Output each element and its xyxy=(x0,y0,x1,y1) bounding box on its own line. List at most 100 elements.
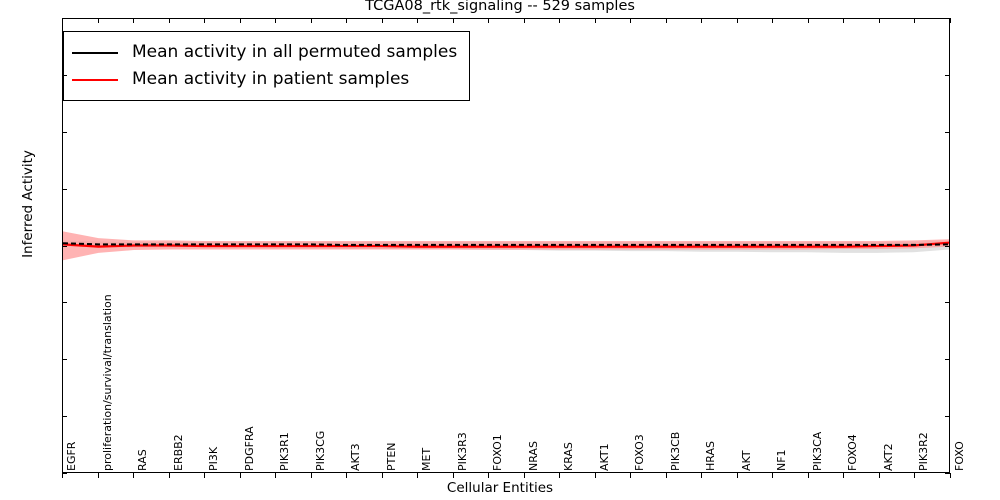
x-tick-label: PIK3R2 xyxy=(917,432,931,471)
x-tick-mark xyxy=(97,473,99,478)
y-tick-mark xyxy=(945,245,950,247)
y-tick-mark xyxy=(62,359,67,361)
legend-label-patient: Mean activity in patient samples xyxy=(132,69,410,89)
x-tick-label: PI3K xyxy=(207,446,221,471)
chart-title: TCGA08_rtk_signaling -- 529 samples xyxy=(365,0,635,14)
y-tick-mark xyxy=(945,359,950,361)
x-tick-label: PDGFRA xyxy=(242,426,256,471)
x-tick-mark xyxy=(488,18,490,23)
x-tick-mark xyxy=(452,18,454,23)
x-tick-mark xyxy=(417,473,419,478)
x-tick-mark xyxy=(310,473,312,478)
x-tick-label: RAS xyxy=(136,449,150,471)
x-tick-mark xyxy=(665,18,667,23)
y-tick-mark xyxy=(62,18,67,19)
y-tick-mark xyxy=(945,473,950,474)
legend-line-swatch-patient xyxy=(72,78,118,81)
x-tick-label: PTEN xyxy=(384,442,398,471)
y-tick-mark xyxy=(62,245,67,247)
x-tick-mark xyxy=(950,18,951,23)
x-tick-mark xyxy=(452,473,454,478)
patient-line-shape xyxy=(63,243,949,247)
x-tick-mark xyxy=(736,473,738,478)
permuted-mean-line xyxy=(63,243,949,245)
x-tick-label: FOXO4 xyxy=(846,434,860,471)
legend-item-patient: Mean activity in patient samples xyxy=(72,66,457,93)
x-tick-mark xyxy=(62,18,63,23)
y-tick-mark xyxy=(945,131,950,133)
x-tick-mark xyxy=(133,18,135,23)
x-tick-mark xyxy=(914,18,916,23)
x-tick-label: MET xyxy=(420,447,434,471)
x-tick-mark xyxy=(736,18,738,23)
x-tick-mark xyxy=(275,473,277,478)
x-tick-label: PIK3CA xyxy=(810,431,824,471)
x-tick-mark xyxy=(346,473,348,478)
y-tick-mark xyxy=(945,302,950,304)
x-tick-mark xyxy=(239,473,241,478)
x-tick-label: PIK3CG xyxy=(313,430,327,471)
x-tick-mark xyxy=(594,473,596,478)
y-tick-mark xyxy=(62,416,67,418)
x-tick-mark xyxy=(417,18,419,23)
x-tick-mark xyxy=(488,473,490,478)
x-tick-mark xyxy=(772,473,774,478)
x-tick-mark xyxy=(701,473,703,478)
x-tick-mark xyxy=(772,18,774,23)
x-tick-mark xyxy=(843,18,845,23)
x-tick-label: NRAS xyxy=(526,441,540,471)
x-tick-mark xyxy=(914,473,916,478)
x-tick-label: ERBB2 xyxy=(171,434,185,471)
x-tick-mark xyxy=(275,18,277,23)
legend-label-permuted: Mean activity in all permuted samples xyxy=(132,42,458,62)
y-tick-mark xyxy=(62,302,67,304)
x-tick-label: FOXO3 xyxy=(633,434,647,471)
x-tick-mark xyxy=(807,473,809,478)
y-tick-mark xyxy=(62,473,67,474)
x-tick-label: KRAS xyxy=(562,442,576,471)
x-tick-label: PIK3R3 xyxy=(455,432,469,471)
x-tick-mark xyxy=(168,473,170,478)
y-tick-mark xyxy=(62,131,67,133)
x-tick-mark xyxy=(950,473,951,478)
x-tick-label: EGFR xyxy=(65,441,78,471)
x-tick-label: FOXO xyxy=(953,441,966,471)
y-axis-label: Inferred Activity xyxy=(20,150,36,258)
x-tick-mark xyxy=(346,18,348,23)
y-tick-mark xyxy=(945,18,950,19)
x-tick-label: AKT xyxy=(739,450,753,471)
x-tick-mark xyxy=(133,473,135,478)
patient-mean-line xyxy=(63,243,949,247)
x-tick-mark xyxy=(701,18,703,23)
x-tick-mark xyxy=(665,473,667,478)
x-tick-mark xyxy=(878,18,880,23)
x-tick-mark xyxy=(843,473,845,478)
y-tick-mark xyxy=(62,74,67,76)
x-tick-mark xyxy=(559,473,561,478)
x-tick-mark xyxy=(381,473,383,478)
x-tick-mark xyxy=(630,473,632,478)
x-tick-label: AKT3 xyxy=(349,443,363,471)
y-tick-mark xyxy=(945,416,950,418)
x-tick-label: FOXO1 xyxy=(491,434,505,471)
x-tick-label: PIK3CB xyxy=(668,431,682,471)
x-tick-mark xyxy=(878,473,880,478)
x-tick-label: AKT1 xyxy=(597,443,611,471)
x-tick-mark xyxy=(630,18,632,23)
y-tick-mark xyxy=(62,188,67,190)
x-tick-mark xyxy=(97,18,99,23)
x-tick-mark xyxy=(523,18,525,23)
x-tick-mark xyxy=(62,473,63,478)
plot-svg xyxy=(63,231,949,261)
x-tick-mark xyxy=(204,473,206,478)
permuted-line-shape xyxy=(63,243,949,245)
x-tick-mark xyxy=(559,18,561,23)
x-axis-label: Cellular Entities xyxy=(446,480,554,496)
x-tick-label: NF1 xyxy=(775,449,789,471)
x-tick-label: HRAS xyxy=(704,441,718,471)
x-tick-mark xyxy=(381,18,383,23)
x-tick-mark xyxy=(523,473,525,478)
x-tick-mark xyxy=(310,18,312,23)
x-tick-label: proliferation/survival/translation xyxy=(100,294,114,471)
